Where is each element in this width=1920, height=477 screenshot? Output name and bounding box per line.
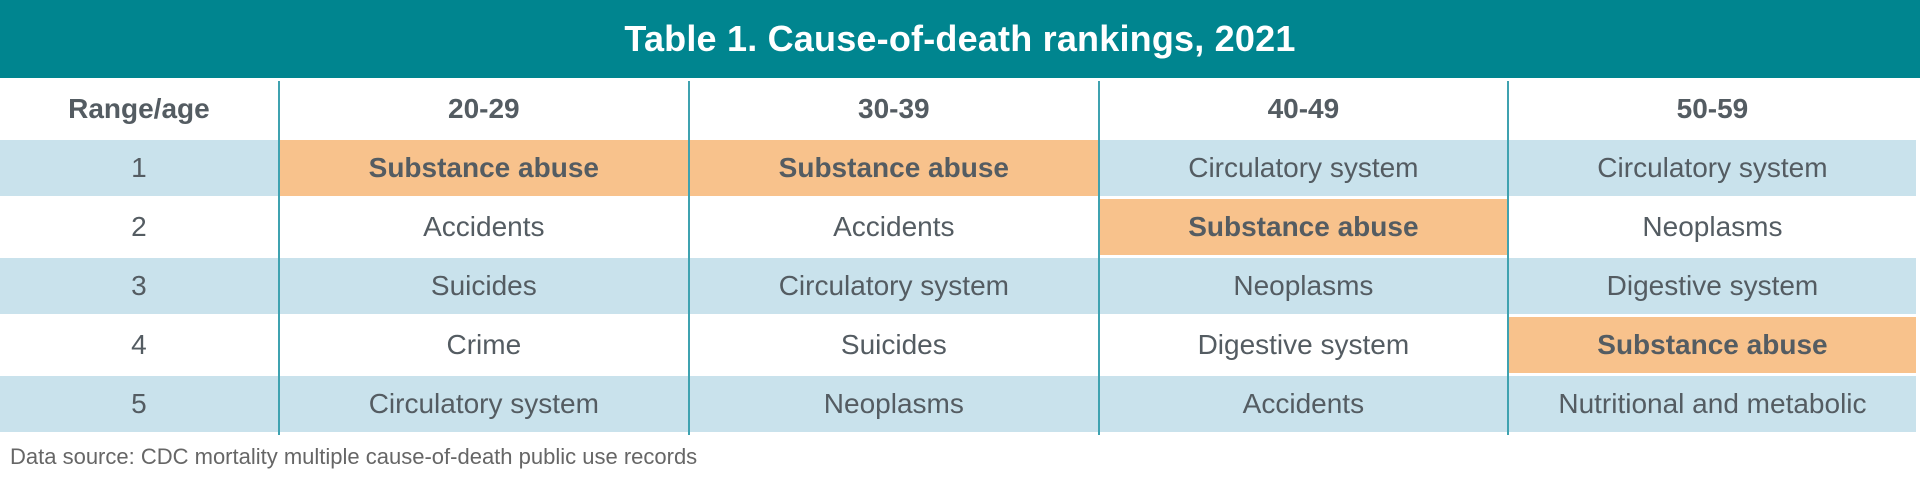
- column-header-age-group: 20-29: [279, 81, 688, 137]
- cause-cell: Accidents: [279, 199, 688, 255]
- cause-cell: Neoplasms: [1508, 199, 1916, 255]
- cause-cell: Suicides: [279, 258, 688, 314]
- cause-cell-highlighted: Substance abuse: [1099, 199, 1507, 255]
- column-age-50-59: 50-59 Circulatory system Neoplasms Digestiv…: [1506, 81, 1916, 435]
- column-header-range-age: Range/age: [0, 81, 278, 137]
- cause-cell: Digestive system: [1099, 317, 1507, 373]
- cause-cell: Crime: [279, 317, 688, 373]
- table-title-bar: Table 1. Cause-of-death rankings, 2021: [0, 0, 1920, 78]
- column-header-age-group: 40-49: [1099, 81, 1507, 137]
- cause-cell: Neoplasms: [689, 376, 1098, 432]
- cause-cell: Digestive system: [1508, 258, 1916, 314]
- column-age-20-29: 20-29 Substance abuse Accidents Suicides Cri…: [277, 81, 688, 435]
- cause-cell-highlighted: Substance abuse: [1508, 317, 1916, 373]
- rankings-table: Range/age 1 2 3 4 5 20-29 Substance abuse Accide…: [0, 81, 1916, 435]
- cause-cell: Circulatory system: [1508, 140, 1916, 196]
- rank-cell: 1: [0, 140, 278, 196]
- cause-cell: Neoplasms: [1099, 258, 1507, 314]
- column-rank: Range/age 1 2 3 4 5: [0, 81, 278, 435]
- cause-cell: Accidents: [1099, 376, 1507, 432]
- cause-cell: Nutritional and metabolic: [1508, 376, 1916, 432]
- cause-cell: Circulatory system: [689, 258, 1098, 314]
- cause-cell: Circulatory system: [279, 376, 688, 432]
- rank-cell: 3: [0, 258, 278, 314]
- cause-cell-highlighted: Substance abuse: [689, 140, 1098, 196]
- column-header-age-group: 50-59: [1508, 81, 1916, 137]
- rank-cell: 2: [0, 199, 278, 255]
- rank-cell: 4: [0, 317, 278, 373]
- cause-cell: Accidents: [689, 199, 1098, 255]
- cause-cell: Circulatory system: [1099, 140, 1507, 196]
- column-age-40-49: 40-49 Circulatory system Substance abuse Ne…: [1097, 81, 1507, 435]
- cause-cell: Suicides: [689, 317, 1098, 373]
- data-source-note: Data source: CDC mortality multiple caus…: [10, 444, 698, 469]
- cause-cell-highlighted: Substance abuse: [279, 140, 688, 196]
- column-header-age-group: 30-39: [689, 81, 1098, 137]
- column-age-30-39: 30-39 Substance abuse Accidents Circulatory…: [687, 81, 1098, 435]
- rank-cell: 5: [0, 376, 278, 432]
- table-title: Table 1. Cause-of-death rankings, 2021: [624, 18, 1296, 59]
